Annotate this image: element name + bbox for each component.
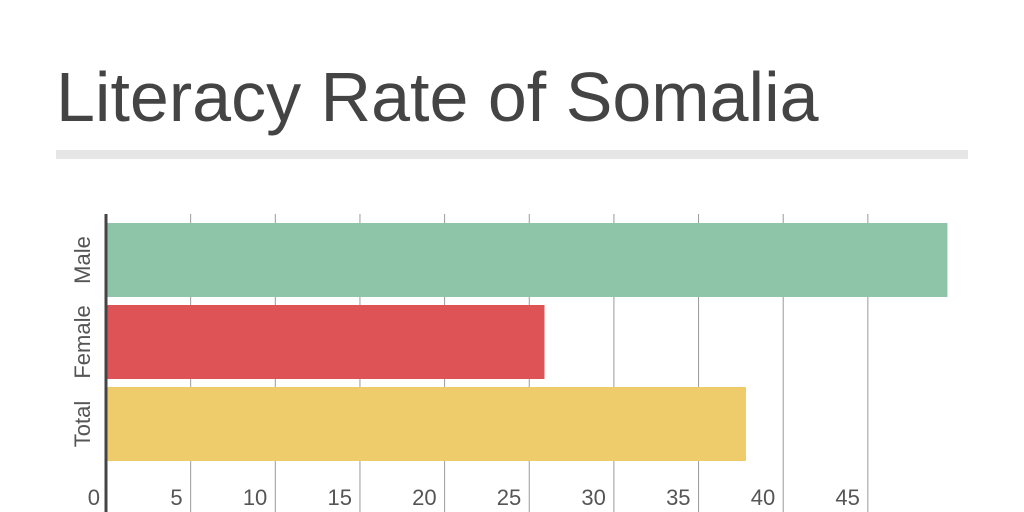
bar-male [106, 223, 948, 297]
x-tick-labels: 0 5 10 15 20 25 30 35 40 45 [88, 485, 860, 510]
category-labels: Male Female Total [70, 236, 95, 447]
bar-female [106, 305, 545, 379]
category-label-female: Female [70, 305, 95, 378]
x-tick-label-20: 20 [412, 485, 436, 510]
category-label-male: Male [70, 236, 95, 284]
x-tick-label-5: 5 [170, 485, 182, 510]
bar-total [106, 387, 746, 461]
category-label-total: Total [70, 401, 95, 447]
x-tick-label-45: 45 [835, 485, 859, 510]
chart-title: Literacy Rate of Somalia [56, 58, 819, 136]
x-tick-label-10: 10 [243, 485, 267, 510]
bars [106, 223, 948, 461]
x-tick-label-35: 35 [666, 485, 690, 510]
x-tick-label-40: 40 [751, 485, 775, 510]
x-tick-label-30: 30 [581, 485, 605, 510]
x-tick-label-0: 0 [88, 485, 100, 510]
title-divider [56, 150, 968, 159]
x-tick-label-25: 25 [497, 485, 521, 510]
x-tick-label-15: 15 [327, 485, 351, 510]
